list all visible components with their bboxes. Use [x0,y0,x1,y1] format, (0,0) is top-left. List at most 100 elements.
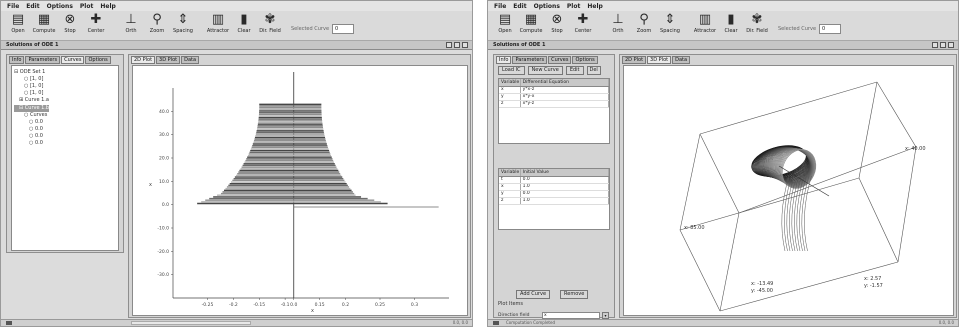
table-row[interactable]: z 1.0 [499,198,609,205]
toolbar-dir-field-button[interactable]: ✾ Dir. Field [746,12,768,35]
table-row[interactable]: x 1.0 [499,184,609,191]
toolbar-zoom-button[interactable]: ⚲ Zoom [146,12,168,35]
curve-selector-label: Selected Curve [778,26,817,32]
curve-selector-input[interactable]: 0 [819,24,842,34]
tab-3d-plot[interactable]: 3D Plot [156,56,181,64]
tree-item[interactable]: ⊞ Curve 1.a [19,97,49,103]
table-row[interactable]: z x*y-z [499,101,609,108]
new-curve-button[interactable]: New Curve [527,66,563,75]
remove-button[interactable]: Remove [560,290,589,299]
table-row[interactable]: y 0.0 [499,191,609,198]
menu-plot[interactable]: Plot [79,2,94,10]
chevron-down-icon[interactable]: ▾ [602,311,609,319]
tab-3d-plot[interactable]: 3D Plot [647,56,672,64]
tree-item[interactable]: ○ [1, 0] [24,76,44,82]
tree-item[interactable]: ○ 0.0 [29,133,43,139]
tab-2d-plot[interactable]: 2D Plot [622,56,647,64]
prop-value[interactable]: x [542,311,600,319]
menu-file[interactable]: File [7,2,20,10]
menu-edit[interactable]: Edit [26,2,40,10]
plot-3d[interactable]: x: 40.00 x: 85.00 x: -13.49 y: -45.00 x:… [623,65,954,316]
toolbar-stop-button[interactable]: ⊗ Stop [59,12,81,35]
tab-info[interactable]: Info [496,56,512,64]
table-cell-value[interactable]: 1.0 [521,184,609,190]
toolbar-open-button[interactable]: ▤ Open [494,12,516,35]
direction-field-icon: ✾ [751,12,763,27]
maximize-icon[interactable] [940,42,946,48]
edit-button[interactable]: Edit [565,66,584,75]
table-cell-value[interactable]: 1.0 [521,198,609,204]
tree-item[interactable]: ⊟ ODE Set 1 [14,69,46,75]
menu-plot[interactable]: Plot [566,2,581,10]
table-cell-value[interactable]: 0.0 [521,191,609,197]
close-icon[interactable] [948,42,954,48]
table-row[interactable]: y x*y-x [499,94,609,101]
tab-info[interactable]: Info [9,56,25,64]
toolbar-spacing-button[interactable]: ⇕ Spacing [172,12,194,35]
inner-window-title-text: Solutions of ODE 1 [493,42,546,48]
tab-parameters[interactable]: Parameters [25,56,61,64]
table-cell-value[interactable]: 0.0 [521,177,609,183]
menu-edit[interactable]: Edit [513,2,527,10]
toolbar-orth-button[interactable]: ⊥ Orth [607,12,629,35]
menu-file[interactable]: File [494,2,507,10]
tab-curves[interactable]: Curves [61,56,85,64]
tree-item[interactable]: ○ 0.0 [29,140,43,146]
table-cell-value[interactable]: x*y-x [521,94,609,100]
plot-2d[interactable]: 40.0 30.0 20.0 10.0 0.0 -10.0 -20.0 -30.0 -0.25 -… [132,65,468,316]
tab-curves[interactable]: Curves [548,56,572,64]
table-cell-value[interactable]: x*y-z [521,101,609,107]
load-ic-button[interactable]: Load IC [498,66,525,75]
maximize-icon[interactable] [454,42,460,48]
tree-item[interactable]: ○ 0.0 [29,126,43,132]
bounding-box-edge [719,261,899,312]
close-icon[interactable] [462,42,468,48]
stop-icon: ⊗ [64,12,76,27]
x-axis-label: x [311,308,314,314]
add-curve-button[interactable]: Add Curve [516,290,551,299]
curve-tree[interactable]: ⊟ ODE Set 1 ○ [1, 0] ○ [1, 0] ○ [1, 0] ⊞ Cur… [11,65,119,251]
menu-help[interactable]: Help [587,2,603,10]
toolbar-compute-button[interactable]: ▦ Compute [519,12,543,35]
right-window: File Edit Options Plot Help ▤ Open ▦ Comput… [487,0,959,327]
tab-data[interactable]: Data [672,56,691,64]
tree-item[interactable]: ⊟ Curve 1.b [14,105,50,112]
y-tick-label: -30.0 [157,272,169,278]
curve-selector-input[interactable]: 0 [332,24,355,34]
table-cell-variable: x [499,87,521,93]
toolbar-attractor-button[interactable]: ▥ Attractor [694,12,716,35]
tab-options[interactable]: Options [85,56,111,64]
minimize-icon[interactable] [446,42,452,48]
tree-item[interactable]: ○ [1, 0] [24,83,44,89]
tree-item[interactable]: ○ 0.0 [29,119,43,125]
menu-options[interactable]: Options [46,2,73,10]
table-row[interactable]: t 0.0 [499,177,609,184]
menu-options[interactable]: Options [533,2,560,10]
tab-parameters[interactable]: Parameters [512,56,548,64]
toolbar-dir-field-button[interactable]: ✾ Dir. Field [259,12,281,35]
toolbar-center-button[interactable]: ✚ Center [85,12,107,35]
toolbar-attractor-button[interactable]: ▥ Attractor [207,12,229,35]
toolbar-stop-button[interactable]: ⊗ Stop [546,12,568,35]
tree-item[interactable]: ○ Curves [24,112,48,118]
delete-button[interactable]: Del [586,66,601,75]
toolbar-clear-button[interactable]: ▮ Clear [233,12,255,35]
toolbar-clear-button[interactable]: ▮ Clear [720,12,742,35]
status-bar: 0.0, 0.0 [1,319,472,326]
plot-2d-svg: 40.0 30.0 20.0 10.0 0.0 -10.0 -20.0 -30.0 -0.25 -… [149,72,449,314]
tab-2d-plot[interactable]: 2D Plot [131,56,156,64]
tree-item[interactable]: ○ [1, 0] [24,90,44,96]
toolbar-open-button[interactable]: ▤ Open [7,12,29,35]
toolbar-compute-button[interactable]: ▦ Compute [33,12,56,35]
toolbar-orth-button[interactable]: ⊥ Orth [120,12,142,35]
toolbar-center-button[interactable]: ✚ Center [572,12,594,35]
minimize-icon[interactable] [932,42,938,48]
tab-data[interactable]: Data [181,56,200,64]
toolbar-spacing-button[interactable]: ⇕ Spacing [659,12,681,35]
menu-help[interactable]: Help [100,2,116,10]
table-row[interactable]: x y*x-z [499,87,609,94]
tab-options[interactable]: Options [572,56,598,64]
toolbar-zoom-button[interactable]: ⚲ Zoom [633,12,655,35]
toolbar-button-label: Compute [519,28,543,34]
table-cell-value[interactable]: y*x-z [521,87,609,93]
